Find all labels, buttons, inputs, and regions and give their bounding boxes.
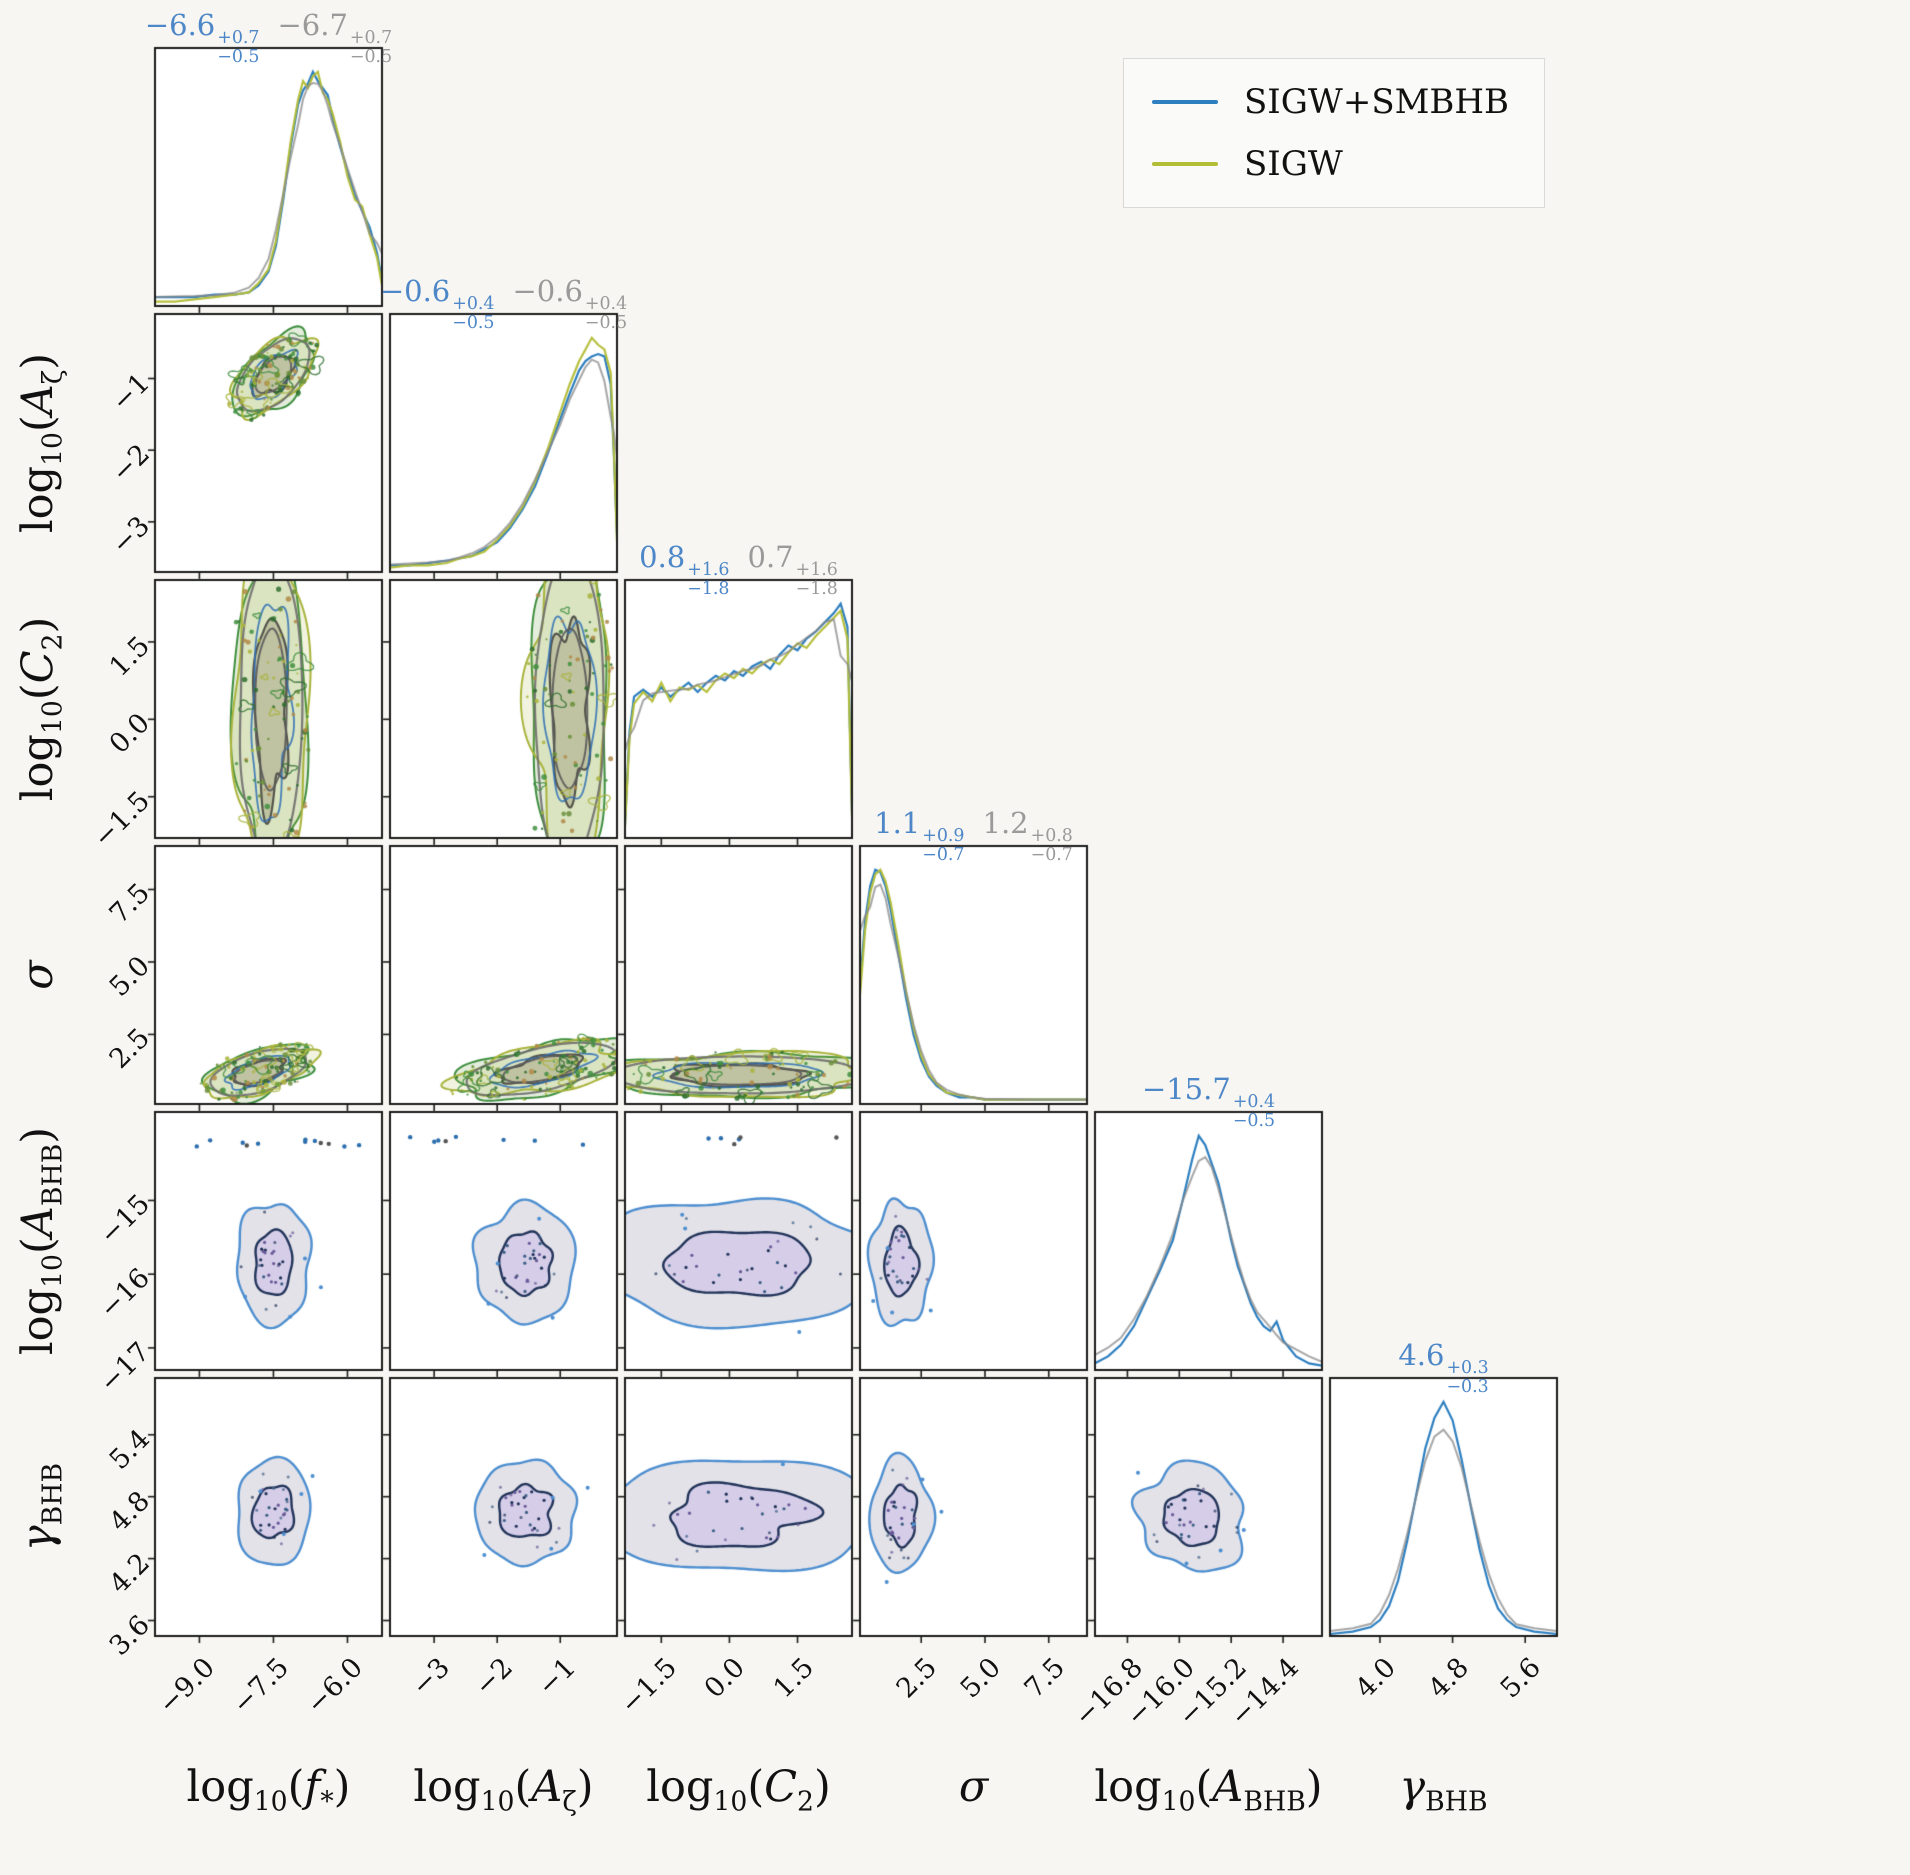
panel-canvas [141,1110,387,1387]
panel-canvas [846,1376,1092,1653]
diag-title-c2: 0.8 +1.6 −1.8 0.7 +1.6 −1.8 [565,540,912,599]
panel-gbhb-vs-fstar [141,1376,387,1653]
panel-canvas [611,1376,857,1653]
credible-interval-sigma: 1.1 +0.9 −0.7 [874,806,965,865]
panel-fstar-vs-fstar [141,46,387,323]
panel-sigma-vs-c2 [611,844,857,1121]
credible-interval-azeta: −0.6 +0.4 −0.5 [379,274,495,333]
panel-canvas [611,578,857,855]
panel-azeta-vs-fstar [141,312,387,589]
panel-canvas [376,1376,622,1653]
credible-interval-fstar: −6.7 +0.7 −0.5 [277,8,393,67]
credible-interval-abhb: −15.7 +0.4 −0.5 [1141,1072,1276,1131]
panel-abhb-vs-azeta [376,1110,622,1387]
panel-canvas [846,844,1092,1121]
diag-title-fstar: −6.6 +0.7 −0.5 −6.7 +0.7 −0.5 [95,8,442,67]
panel-gbhb-vs-abhb [1081,1376,1327,1653]
x-tick-label-gbhb: 4.0 [1349,1652,1402,1705]
panel-canvas [376,312,622,589]
legend: SIGW+SMBHB SIGW [1123,58,1545,208]
panel-gbhb-vs-sigma [846,1376,1092,1653]
legend-label-sigw-smbhb: SIGW+SMBHB [1244,82,1510,122]
diag-title-abhb: −15.7 +0.4 −0.5 [1035,1072,1382,1131]
panel-canvas [611,844,857,1121]
panel-abhb-vs-c2 [611,1110,857,1387]
panel-canvas [376,578,622,855]
legend-item-sigw-smbhb: SIGW+SMBHB [1152,79,1516,125]
panel-sigma-vs-azeta [376,844,622,1121]
x-axis-label-sigma: σ [958,1762,989,1812]
x-axis-label-c2: log10(C2) [646,1762,831,1818]
diag-title-azeta: −0.6 +0.4 −0.5 −0.6 +0.4 −0.5 [330,274,677,333]
panel-sigma-vs-sigma [846,844,1092,1121]
panel-canvas [376,1110,622,1387]
diag-title-gbhb: 4.6 +0.3 −0.3 [1270,1338,1617,1397]
legend-line-sigw-smbhb-icon [1152,100,1218,104]
panel-canvas [376,844,622,1121]
credible-interval-sigma: 1.2 +0.8 −0.7 [982,806,1073,865]
panel-canvas [1081,1110,1327,1387]
y-axis-label-gbhb: γBHB [13,1462,69,1552]
panel-abhb-vs-abhb [1081,1110,1327,1387]
x-axis-label-azeta: log10(Aζ) [413,1762,594,1818]
panel-sigma-vs-fstar [141,844,387,1121]
x-tick-label-gbhb: 4.8 [1422,1652,1475,1705]
x-axis-label-gbhb: γBHB [1399,1762,1488,1818]
panel-canvas [846,1110,1092,1387]
x-tick-label-gbhb: 5.6 [1494,1652,1548,1705]
panel-c2-vs-azeta [376,578,622,855]
x-axis-label-fstar: log10(f*) [186,1762,351,1818]
panel-canvas [1081,1376,1327,1653]
panel-canvas [141,578,387,855]
x-tick-label-fstar: −6.0 [301,1652,370,1721]
panel-gbhb-vs-azeta [376,1376,622,1653]
panel-canvas [141,312,387,589]
panel-azeta-vs-azeta [376,312,622,589]
x-tick-label-fstar: −9.0 [153,1652,222,1721]
panel-canvas [141,844,387,1121]
credible-interval-gbhb: 4.6 +0.3 −0.3 [1398,1338,1489,1397]
panel-canvas [1316,1376,1562,1653]
panel-canvas [141,46,387,323]
legend-line-sigw-icon [1152,162,1218,166]
x-tick-label-fstar: −7.5 [227,1652,296,1721]
credible-interval-c2: 0.8 +1.6 −1.8 [639,540,730,599]
panel-canvas [611,1110,857,1387]
panel-gbhb-vs-gbhb [1316,1376,1562,1653]
panel-abhb-vs-sigma [846,1110,1092,1387]
legend-item-sigw: SIGW [1152,141,1516,187]
panel-abhb-vs-fstar [141,1110,387,1387]
legend-label-sigw: SIGW [1244,144,1343,184]
diag-title-sigma: 1.1 +0.9 −0.7 1.2 +0.8 −0.7 [800,806,1147,865]
credible-interval-fstar: −6.6 +0.7 −0.5 [144,8,260,67]
panel-c2-vs-c2 [611,578,857,855]
panel-gbhb-vs-c2 [611,1376,857,1653]
panel-c2-vs-fstar [141,578,387,855]
credible-interval-c2: 0.7 +1.6 −1.8 [747,540,838,599]
x-axis-label-abhb: log10(ABHB) [1094,1762,1323,1818]
credible-interval-azeta: −0.6 +0.4 −0.5 [512,274,628,333]
panel-canvas [141,1376,387,1653]
